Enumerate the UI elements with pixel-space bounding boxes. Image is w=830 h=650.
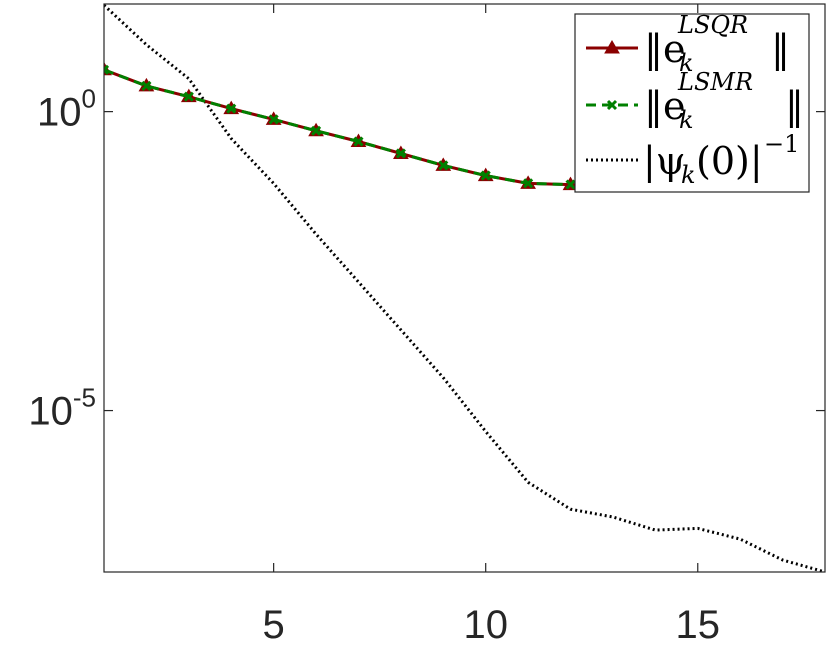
legend-label-psi: |ψ k (0)| −1 bbox=[643, 130, 799, 189]
x-tick-label: 15 bbox=[676, 603, 721, 647]
legend-superscript: −1 bbox=[764, 130, 799, 158]
legend: ‖e k LSQR ‖ ‖e k LSMR ‖ |ψ bbox=[574, 11, 810, 193]
data-point bbox=[268, 114, 279, 125]
x-tick-label: 5 bbox=[263, 603, 285, 647]
legend-norm-open: ‖e bbox=[644, 84, 686, 128]
legend-marker-x bbox=[606, 99, 618, 111]
legend-subscript: k bbox=[679, 106, 694, 134]
series-line-lsmr bbox=[104, 68, 571, 187]
data-point bbox=[141, 80, 152, 91]
legend-entry-lsmr: ‖e k LSMR ‖ bbox=[586, 68, 804, 134]
legend-entry-lsqr: ‖e k LSQR ‖ bbox=[586, 11, 790, 77]
data-point bbox=[438, 160, 449, 171]
legend-norm-open: ‖e bbox=[644, 27, 686, 71]
y-tick-label: 10-5 bbox=[28, 383, 96, 434]
legend-superscript: LSMR bbox=[677, 68, 753, 96]
data-point bbox=[480, 170, 491, 181]
legend-superscript: LSQR bbox=[677, 11, 748, 39]
data-point bbox=[183, 91, 194, 102]
series-layer bbox=[104, 4, 825, 572]
legend-psi-open: |ψ bbox=[643, 139, 686, 183]
legend-subscript: k bbox=[681, 161, 696, 189]
y-tick-label: 100 bbox=[37, 84, 96, 135]
legend-norm-close: ‖ bbox=[785, 84, 804, 128]
legend-psi-mid: (0)| bbox=[696, 139, 763, 183]
data-point bbox=[523, 178, 534, 189]
data-point bbox=[310, 125, 322, 136]
data-point bbox=[104, 64, 110, 75]
legend-marker-triangle bbox=[604, 40, 620, 54]
legend-norm-close: ‖ bbox=[771, 27, 790, 71]
axes-layer: 5 10 15 100 10-5 bbox=[28, 3, 826, 647]
legend-entry-psi: |ψ k (0)| −1 bbox=[586, 130, 799, 189]
data-point bbox=[565, 179, 576, 190]
legend-label-lsmr: ‖e k LSMR ‖ bbox=[644, 68, 804, 134]
data-point bbox=[395, 148, 406, 159]
legend-label-lsqr: ‖e k LSQR ‖ bbox=[644, 11, 790, 77]
data-point bbox=[353, 136, 364, 147]
series-lsmr bbox=[104, 64, 576, 190]
x-tick-label: 10 bbox=[463, 603, 508, 647]
legend-subscript: k bbox=[679, 49, 694, 77]
data-point bbox=[226, 103, 237, 114]
axes-frame bbox=[103, 3, 826, 573]
